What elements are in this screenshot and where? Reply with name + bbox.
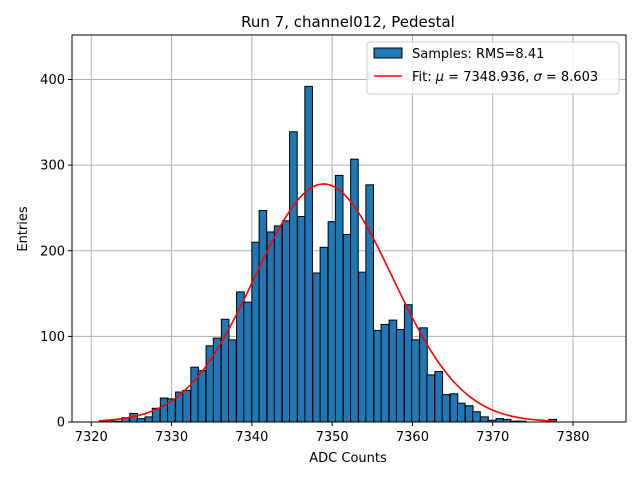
histogram-bar: [266, 231, 276, 423]
histogram-bar: [258, 210, 268, 423]
plot-area: [71, 34, 627, 423]
x-tick-label: 7360: [396, 430, 429, 445]
histogram-bars: [98, 85, 558, 423]
histogram-bar: [472, 411, 481, 423]
histogram-bar: [449, 393, 459, 423]
y-tick-label: 300: [40, 159, 65, 174]
histogram-bar: [334, 174, 344, 423]
histogram-bar: [190, 366, 199, 423]
histogram-bar: [350, 158, 359, 423]
histogram-bar: [495, 418, 505, 423]
histogram-bar: [243, 301, 252, 423]
histogram-bar: [228, 339, 237, 423]
y-tick-label: 200: [40, 244, 65, 259]
y-axis-title: Entries: [16, 206, 31, 252]
y-tick-label: 400: [40, 73, 65, 88]
chart-title: Run 7, channel012, Pedestal: [241, 13, 455, 31]
histogram-bar: [304, 85, 313, 423]
x-axis-ticks: 7320 7330 7340 7350 7360 7370 7380: [75, 422, 590, 445]
x-axis-title: ADC Counts: [309, 451, 387, 466]
histogram-bar: [358, 271, 367, 423]
histogram-bar: [434, 370, 444, 423]
histogram-bar: [403, 304, 413, 423]
plot-frame: [71, 34, 627, 423]
y-tick-label: 0: [57, 416, 65, 431]
histogram-bar: [373, 329, 383, 423]
histogram-bar: [365, 184, 374, 423]
x-tick-label: 7380: [556, 430, 589, 445]
histogram-bar: [456, 402, 466, 423]
histogram-bar: [136, 418, 146, 423]
histogram-bar: [197, 370, 207, 423]
histogram-bar: [480, 416, 489, 423]
histogram-bar: [380, 323, 390, 423]
y-tick-label: 100: [40, 330, 65, 345]
histogram-bar: [281, 220, 291, 423]
histogram-bar: [273, 225, 283, 423]
histogram-bar: [312, 272, 321, 423]
legend-box: [366, 41, 620, 95]
x-tick-label: 7320: [75, 430, 108, 445]
y-axis-ticks: 0 100 200 300 400: [40, 73, 72, 431]
histogram-bar: [411, 339, 420, 423]
x-tick-label: 7350: [316, 430, 349, 445]
histogram-bar: [327, 221, 337, 423]
histogram-bar: [464, 405, 474, 423]
gaussian-fit-curve: [99, 183, 557, 423]
histogram-bar: [159, 397, 169, 423]
histogram-bar: [144, 416, 154, 423]
legend: Samples: RMS=8.41 Fit: μ = 7348.936, σ =…: [366, 41, 620, 95]
histogram-bar: [388, 319, 398, 423]
histogram-bar: [441, 394, 451, 423]
histogram-bar: [426, 374, 436, 423]
histogram-bar: [395, 329, 405, 423]
legend-samples-swatch: [373, 47, 403, 59]
legend-samples-label: Samples: RMS=8.41: [412, 47, 544, 62]
histogram-bar: [297, 216, 306, 423]
x-tick-label: 7370: [476, 430, 509, 445]
histogram-bar: [289, 131, 298, 423]
histogram-bar: [342, 233, 352, 423]
x-tick-label: 7340: [235, 430, 268, 445]
x-tick-label: 7330: [155, 430, 188, 445]
histogram-bar: [182, 389, 191, 423]
legend-fit-label: Fit: μ = 7348.936, σ = 8.603: [412, 70, 598, 85]
histogram-bar: [319, 246, 329, 423]
